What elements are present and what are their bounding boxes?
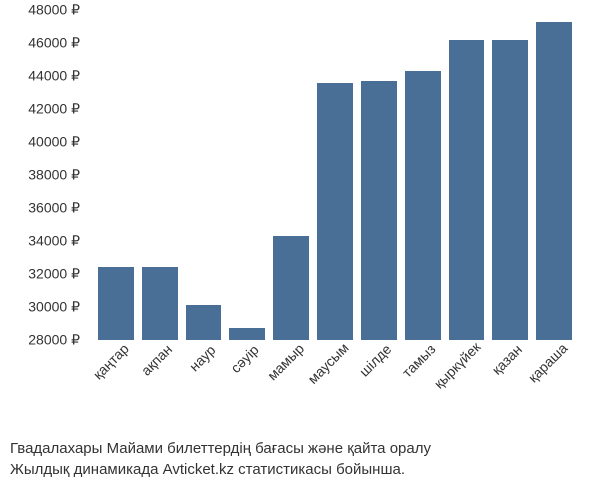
y-tick-label: 28000 ₽ bbox=[28, 332, 80, 349]
bar bbox=[186, 305, 222, 340]
bar bbox=[492, 40, 528, 340]
y-tick-label: 32000 ₽ bbox=[28, 266, 80, 283]
bars-group bbox=[90, 10, 580, 340]
bar bbox=[405, 71, 441, 340]
x-tick-label: қараша bbox=[536, 345, 572, 445]
bar bbox=[536, 22, 572, 340]
y-tick-label: 30000 ₽ bbox=[28, 299, 80, 316]
x-tick-label: мамыр bbox=[273, 345, 309, 445]
bar bbox=[449, 40, 485, 340]
y-tick-label: 38000 ₽ bbox=[28, 167, 80, 184]
chart-container: 28000 ₽ 30000 ₽ 32000 ₽ 34000 ₽ 36000 ₽ 38000… bbox=[0, 0, 600, 500]
x-tick-label: шілде bbox=[361, 345, 397, 445]
bar bbox=[273, 236, 309, 340]
bar bbox=[317, 83, 353, 340]
x-tick-label: ақпан bbox=[142, 345, 178, 445]
x-tick-label: маусым bbox=[317, 345, 353, 445]
y-tick-label: 36000 ₽ bbox=[28, 200, 80, 217]
y-tick-label: 48000 ₽ bbox=[28, 2, 80, 19]
bar bbox=[142, 267, 178, 340]
bar bbox=[361, 81, 397, 340]
y-axis: 28000 ₽30000 ₽32000 ₽34000 ₽36000 ₽38000… bbox=[0, 10, 85, 340]
bar bbox=[229, 328, 265, 340]
chart-caption: Гвадалахары Майами билеттердің бағасы жә… bbox=[10, 438, 431, 480]
x-tick-label: наур bbox=[186, 345, 222, 445]
bar bbox=[98, 267, 134, 340]
x-tick-label: қаңтар bbox=[98, 345, 134, 445]
plot-area bbox=[90, 10, 580, 340]
y-tick-label: 46000 ₽ bbox=[28, 35, 80, 52]
y-tick-label: 34000 ₽ bbox=[28, 233, 80, 250]
x-tick-label: сәуір bbox=[229, 345, 265, 445]
y-tick-label: 44000 ₽ bbox=[28, 68, 80, 85]
caption-line-1: Гвадалахары Майами билеттердің бағасы жә… bbox=[10, 438, 431, 459]
x-axis-labels: қаңтарақпаннаурсәуірмамырмаусымшілдетамы… bbox=[90, 345, 580, 445]
x-tick-label: қазан bbox=[492, 345, 528, 445]
y-tick-label: 40000 ₽ bbox=[28, 134, 80, 151]
x-tick-label: тамыз bbox=[405, 345, 441, 445]
y-tick-label: 42000 ₽ bbox=[28, 101, 80, 118]
caption-line-2: Жылдық динамикада Avticket.kz статистика… bbox=[10, 459, 431, 480]
x-tick-label: қыркүйек bbox=[449, 345, 485, 445]
